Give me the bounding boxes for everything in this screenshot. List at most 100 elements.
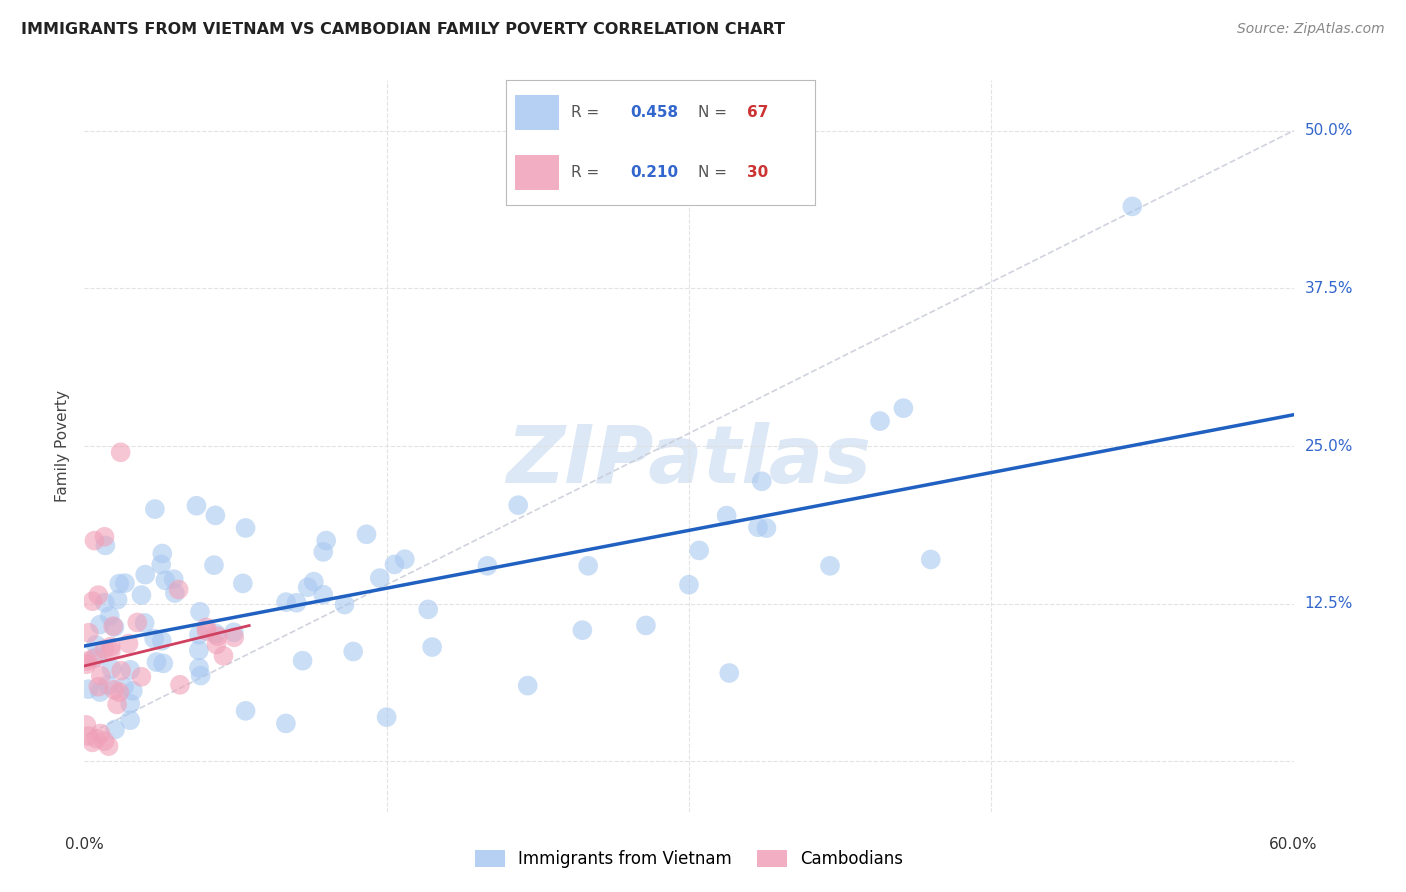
Point xyxy=(120,663,142,677)
Point xyxy=(302,574,325,589)
Point xyxy=(312,545,335,559)
Point xyxy=(143,632,166,646)
Point xyxy=(134,615,156,630)
FancyBboxPatch shape xyxy=(516,155,558,190)
Point xyxy=(120,713,142,727)
Point xyxy=(576,558,599,573)
Point xyxy=(76,654,98,668)
Text: ZIPatlas: ZIPatlas xyxy=(506,422,872,500)
Point xyxy=(101,619,124,633)
Point xyxy=(77,625,100,640)
Point xyxy=(205,638,228,652)
Point xyxy=(235,704,257,718)
Point xyxy=(232,576,254,591)
Point xyxy=(86,731,108,746)
Point xyxy=(920,552,942,566)
Point xyxy=(163,572,186,586)
Point xyxy=(120,697,142,711)
Point xyxy=(89,617,111,632)
Point xyxy=(274,716,297,731)
Text: 25.0%: 25.0% xyxy=(1305,439,1353,453)
Point xyxy=(315,533,337,548)
Point xyxy=(190,668,212,682)
Point xyxy=(204,508,226,523)
Point xyxy=(150,558,173,572)
Text: Source: ZipAtlas.com: Source: ZipAtlas.com xyxy=(1237,22,1385,37)
Point xyxy=(212,648,235,663)
Point xyxy=(114,576,136,591)
Point xyxy=(121,684,143,698)
Point xyxy=(127,615,149,630)
Y-axis label: Family Poverty: Family Poverty xyxy=(55,390,70,502)
Point xyxy=(688,543,710,558)
Point xyxy=(100,644,122,658)
Point xyxy=(195,620,218,634)
Point xyxy=(634,618,657,632)
Point xyxy=(77,729,100,743)
Point xyxy=(755,521,778,535)
Point xyxy=(155,574,177,588)
Point xyxy=(93,642,115,657)
Text: 12.5%: 12.5% xyxy=(1305,596,1353,611)
Point xyxy=(274,595,297,609)
Point xyxy=(93,734,115,748)
Point xyxy=(342,644,364,658)
Text: 30: 30 xyxy=(748,165,769,180)
Point xyxy=(291,654,314,668)
Point xyxy=(751,475,773,489)
Point xyxy=(110,664,132,678)
Legend: Immigrants from Vietnam, Cambodians: Immigrants from Vietnam, Cambodians xyxy=(468,843,910,875)
Point xyxy=(384,558,406,572)
Point xyxy=(108,685,131,699)
Point xyxy=(93,530,115,544)
Text: IMMIGRANTS FROM VIETNAM VS CAMBODIAN FAMILY POVERTY CORRELATION CHART: IMMIGRANTS FROM VIETNAM VS CAMBODIAN FAM… xyxy=(21,22,785,37)
Point xyxy=(87,588,110,602)
Point xyxy=(86,650,108,665)
Point xyxy=(207,629,229,643)
Point xyxy=(169,678,191,692)
Point xyxy=(143,502,166,516)
Point xyxy=(224,630,246,644)
Text: 0.210: 0.210 xyxy=(630,165,678,180)
Point xyxy=(163,586,186,600)
Point xyxy=(718,665,741,680)
Point xyxy=(893,401,915,416)
Point xyxy=(75,718,97,732)
Point xyxy=(356,527,378,541)
Point xyxy=(89,685,111,699)
Point xyxy=(869,414,891,428)
Point xyxy=(167,582,190,597)
Point xyxy=(82,735,104,749)
Point xyxy=(150,547,173,561)
Point xyxy=(107,592,129,607)
Point xyxy=(188,605,211,619)
Point xyxy=(104,723,127,737)
Text: 60.0%: 60.0% xyxy=(1270,837,1317,852)
Point xyxy=(716,508,738,523)
Point xyxy=(131,588,153,602)
Point xyxy=(1121,199,1143,213)
Point xyxy=(312,588,335,602)
Point xyxy=(103,682,125,697)
Text: 0.458: 0.458 xyxy=(630,105,678,120)
Point xyxy=(134,567,156,582)
Point xyxy=(82,651,104,665)
Text: R =: R = xyxy=(571,105,605,120)
Point xyxy=(204,626,226,640)
Point xyxy=(516,679,538,693)
Point xyxy=(93,596,115,610)
Point xyxy=(152,657,174,671)
Point xyxy=(83,533,105,548)
Point xyxy=(186,499,208,513)
Point xyxy=(297,580,319,594)
FancyBboxPatch shape xyxy=(516,95,558,130)
Point xyxy=(333,598,356,612)
Point xyxy=(418,602,440,616)
Point xyxy=(87,680,110,694)
Point xyxy=(368,571,391,585)
Point xyxy=(131,670,153,684)
Point xyxy=(678,578,700,592)
Text: R =: R = xyxy=(571,165,605,180)
Point xyxy=(150,633,173,648)
Point xyxy=(285,596,308,610)
